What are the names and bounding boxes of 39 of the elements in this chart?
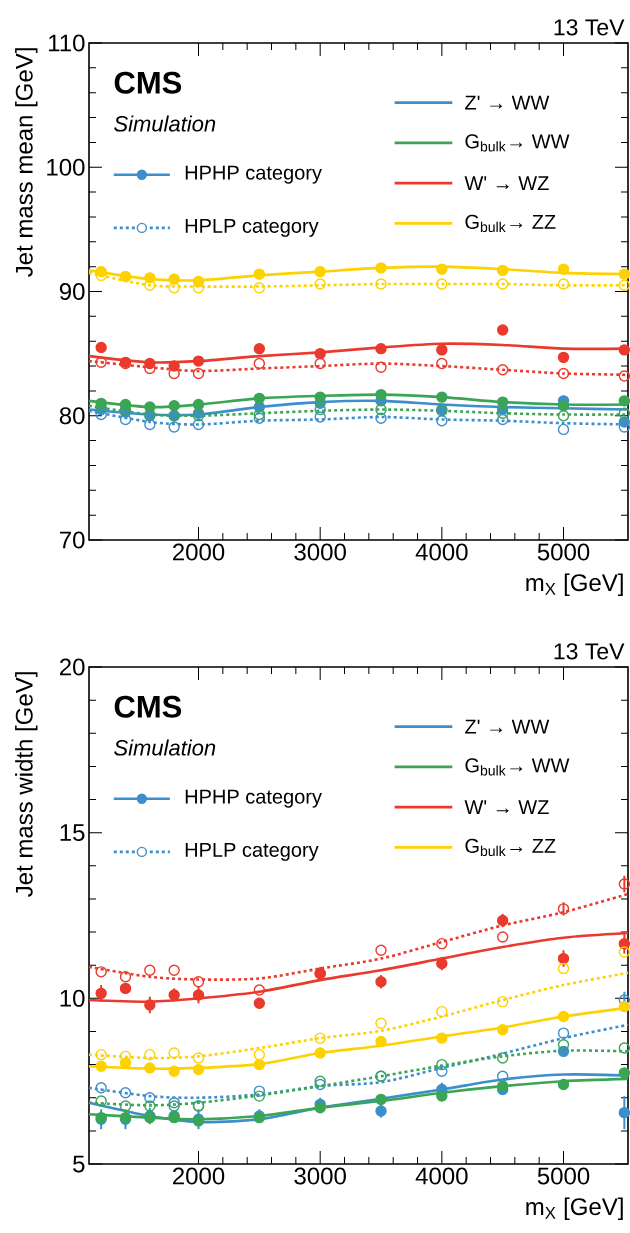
y-tick-label: 100 [47,158,85,176]
legend-label: HPHP category [185,165,322,184]
annotation: CMS [114,695,182,718]
y-tick-label: 20 [59,658,85,676]
y-tick-label: 80 [59,407,85,425]
legend-label: G$_{bulk}$→ ZZ [465,214,556,233]
y-axis-title: Jet mass mean [GeV] [15,48,38,277]
legend-label: W' → WZ [464,176,549,191]
x-tick-label: 3000 [294,543,346,561]
legend-label: G$_{bulk}$→ ZZ [465,838,556,857]
y-tick-label: 110 [49,34,85,52]
chart-title: 13 TeV [554,643,625,660]
y-tick-label: 5 [73,1155,85,1173]
legend-label: Z' → WW [465,95,550,110]
legend-label: HPLP category [185,842,319,861]
x-axis-title: m$_{X}$ [GeV] [526,1197,623,1220]
x-tick-label: 4000 [415,543,468,561]
x-tick-label: 5000 [537,1167,590,1185]
x-tick-label: 2000 [173,543,225,561]
legend-label: Z' → WW [465,719,550,734]
y-tick-label: 90 [59,283,85,300]
legend-label: W' → WZ [464,800,549,815]
y-tick-label: 70 [59,531,85,549]
x-axis-title: m$_{X}$ [GeV] [526,573,623,596]
annotation: CMS [114,71,182,94]
y-tick-label: 10 [60,989,85,1007]
legend-label: HPHP category [185,789,322,808]
legend-label: HPLP category [185,218,319,237]
y-tick-label: 15 [60,824,85,842]
y-axis-title: Jet mass width [GeV] [15,672,38,897]
chart-title: 13 TeV [554,19,625,36]
legend-label: G$_{bulk}$→ WW [465,134,570,152]
annotation: Simulation [114,739,216,756]
annotation: Simulation [114,115,216,132]
x-tick-label: 4000 [415,1167,468,1185]
x-tick-label: 2000 [173,1167,225,1185]
x-tick-label: 5000 [537,543,590,561]
legend-label: G$_{bulk}$→ WW [465,758,570,776]
x-tick-label: 3000 [294,1167,346,1185]
